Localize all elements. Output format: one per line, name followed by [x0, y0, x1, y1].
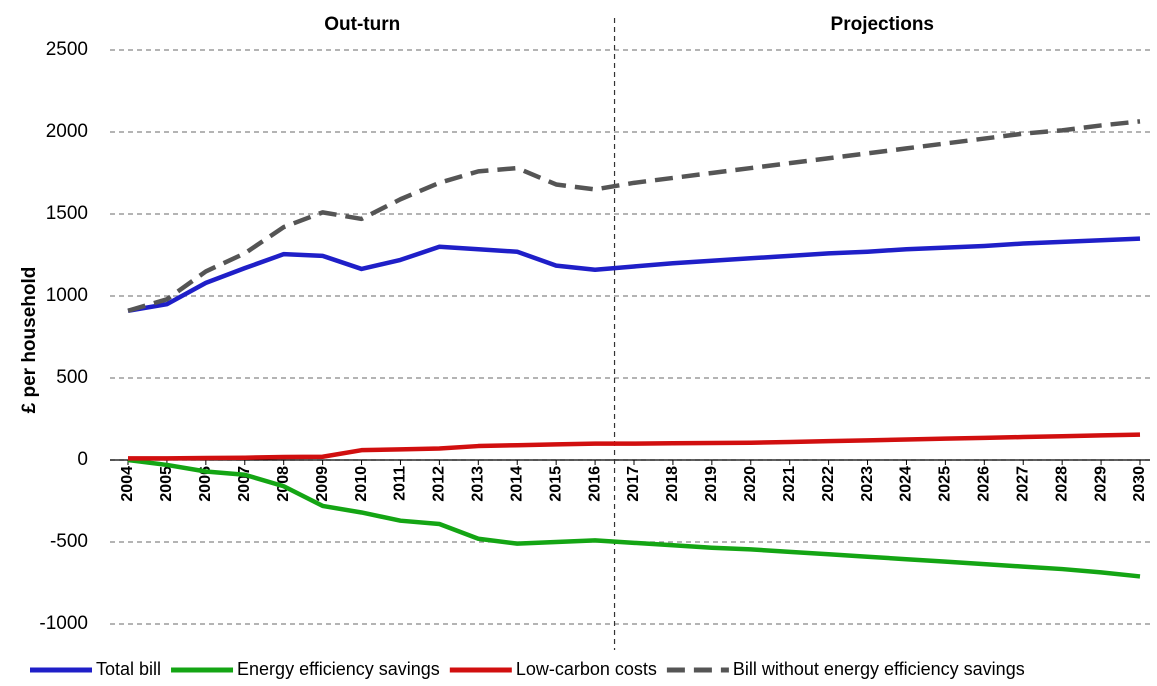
series-line	[127, 119, 1141, 313]
x-tick-label: 2012	[431, 466, 448, 502]
x-tick-label: 2029	[1092, 466, 1109, 502]
x-tick-label: 2026	[976, 466, 993, 502]
y-tick-label: -1000	[39, 613, 88, 634]
x-tick-label: 2022	[820, 466, 837, 502]
annotation: Out-turn	[324, 14, 400, 35]
x-tick-label: 2004	[119, 466, 136, 502]
y-tick-label: -500	[50, 531, 88, 552]
x-tick-label: 2024	[898, 466, 915, 502]
x-tick-label: 2007	[236, 466, 253, 502]
x-tick-label: 2019	[703, 466, 720, 502]
x-tick-label: 2020	[742, 466, 759, 502]
legend-item: Low-carbon costs	[449, 659, 657, 679]
x-tick-label: 2016	[586, 466, 603, 502]
x-tick-label: 2010	[353, 466, 370, 502]
x-tick-label: 2021	[781, 466, 798, 502]
legend-label: Total bill	[96, 659, 161, 679]
x-tick-label: 2008	[275, 466, 292, 502]
x-tick-label: 2030	[1131, 466, 1148, 502]
annotation: Projections	[831, 14, 934, 35]
x-tick-label: 2006	[197, 466, 214, 502]
x-tick-label: 2014	[508, 466, 525, 502]
legend-label: Bill without energy efficiency savings	[733, 659, 1025, 679]
y-tick-label: 0	[77, 449, 88, 470]
x-tick-label: 2017	[625, 466, 642, 502]
y-tick-label: 1000	[46, 285, 88, 306]
series-line	[127, 457, 1141, 579]
y-axis-label: £ per household	[19, 267, 40, 414]
legend-item: Total bill	[30, 659, 161, 679]
legend-label: Low-carbon costs	[516, 659, 657, 679]
legend-item: Bill without energy efficiency savings	[666, 659, 1025, 679]
x-tick-label: 2027	[1014, 466, 1031, 502]
x-tick-label: 2028	[1053, 466, 1070, 502]
y-tick-label: 2000	[46, 121, 88, 142]
x-tick-label: 2009	[314, 466, 331, 502]
x-tick-label: 2015	[547, 466, 564, 502]
legend-item: Energy efficiency savings	[171, 659, 440, 679]
x-tick-label: 2018	[664, 466, 681, 502]
y-tick-label: 1500	[46, 203, 88, 224]
series-line	[127, 236, 1141, 313]
x-tick-label: 2011	[392, 466, 409, 501]
x-tick-label: 2005	[158, 466, 175, 502]
y-tick-label: 500	[56, 367, 88, 388]
series-line	[128, 432, 1141, 461]
x-tick-label: 2013	[470, 466, 487, 502]
y-tick-label: 2500	[46, 39, 88, 60]
legend-label: Energy efficiency savings	[237, 659, 440, 679]
x-tick-label: 2025	[937, 466, 954, 502]
x-tick-label: 2023	[859, 466, 876, 502]
